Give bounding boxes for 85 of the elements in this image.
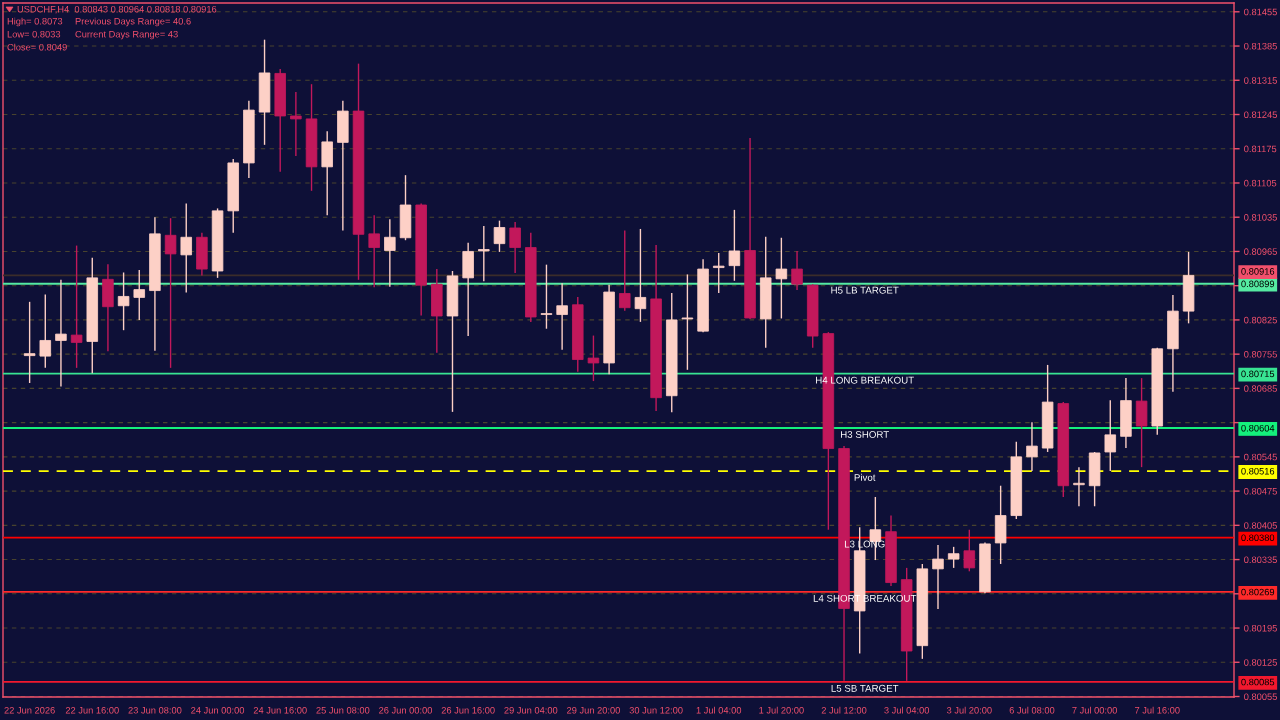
candlestick: [775, 237, 788, 320]
candlestick: [619, 229, 631, 312]
x-tick-label: 30 Jun 12:00: [629, 706, 683, 714]
y2-tick-label: 0.80715: [1241, 370, 1275, 378]
candlestick: [70, 244, 83, 369]
x-tick-label: 24 Jun 16:00: [253, 706, 307, 714]
y2-tick-label: 0.80516: [1241, 467, 1275, 475]
y-tick-label: 0.80755: [1244, 351, 1277, 358]
x-tick-label: 2 Jul 12:00: [821, 706, 867, 714]
y2-tick-label: 0.80604: [1241, 424, 1275, 432]
ref-line-label: H5 LB TARGET: [831, 286, 899, 294]
annotation: Current Days Range= 43: [75, 30, 178, 40]
candlestick: [39, 293, 52, 369]
x-tick-label: 24 Jun 00:00: [191, 706, 245, 714]
x-tick-label: 26 Jun 16:00: [441, 706, 495, 714]
candlestick: [791, 250, 803, 291]
candlestick: [681, 273, 694, 371]
candlestick: [133, 269, 145, 321]
candlestick: [478, 225, 490, 282]
y-tick-label: 0.81035: [1244, 214, 1277, 221]
candlestick: [712, 252, 725, 294]
annotation: Previous Days Range= 40.6: [75, 17, 191, 27]
y-tick-label: 0.81245: [1244, 111, 1277, 118]
x-tick-label: 26 Jun 00:00: [379, 706, 433, 714]
candlestick: [947, 546, 960, 569]
x-tick-label: 3 Jul 04:00: [884, 706, 930, 714]
candlestick: [1026, 421, 1038, 472]
chart-title: USDCHF,H4 0.80843 0.80964 0.80818 0.80916: [17, 5, 217, 14]
candlestick: [634, 228, 647, 323]
candlestick: [1104, 399, 1117, 472]
y-tick-label: 0.81105: [1244, 179, 1277, 187]
ref-line-label: L5 SB TARGET: [831, 684, 899, 692]
x-tick-label: 29 Jun 04:00: [504, 706, 558, 714]
y-tick-label: 0.80335: [1244, 556, 1277, 564]
candlestick: [556, 282, 568, 351]
y-tick-label: 0.80965: [1244, 248, 1277, 255]
x-tick-label: 29 Jun 20:00: [567, 706, 620, 714]
candlestick: [540, 263, 553, 330]
candlestick: [728, 209, 741, 282]
y-tick-label: 0.81175: [1244, 145, 1277, 153]
candlestick: [932, 544, 944, 610]
ref-line-label: H3 SHORT: [841, 431, 889, 438]
candlestick: [55, 279, 67, 388]
x-tick-label: 22 Jun 2026: [4, 706, 55, 714]
candlestick: [290, 91, 302, 157]
candlestick: [1073, 466, 1085, 507]
candlestick: [164, 217, 177, 369]
annotation: High= 0.8073: [7, 17, 63, 27]
annotation: Close= 0.8049: [7, 43, 67, 51]
candlestick: [963, 529, 976, 573]
y2-tick-label: 0.80899: [1241, 280, 1275, 288]
y2-tick-label: 0.80380: [1241, 534, 1275, 542]
x-tick-label: 25 Jun 08:00: [316, 706, 370, 714]
candlestick: [117, 271, 130, 331]
y-tick-label: 0.80055: [1244, 693, 1277, 700]
x-tick-label: 3 Jul 20:00: [946, 706, 992, 714]
x-tick-label: 7 Jul 16:00: [1134, 706, 1180, 714]
x-tick-label: 23 Jun 08:00: [128, 706, 182, 714]
x-tick-label: 7 Jul 00:00: [1072, 706, 1118, 714]
y-tick-label: 0.81455: [1244, 8, 1277, 16]
y2-tick-label: 0.80085: [1241, 678, 1275, 686]
y-tick-label: 0.81315: [1244, 77, 1277, 84]
x-tick-label: 1 Jul 04:00: [696, 706, 742, 714]
candlestick: [493, 219, 506, 253]
x-tick-label: 1 Jul 20:00: [759, 706, 804, 714]
candlestick: [180, 202, 192, 294]
y2-tick-label: 0.80269: [1241, 588, 1275, 596]
y-tick-label: 0.80685: [1244, 385, 1277, 392]
y-tick-label: 0.80195: [1244, 624, 1277, 632]
x-tick-label: 22 Jun 16:00: [65, 706, 119, 714]
ref-line-label: Pivot: [854, 473, 876, 481]
x-tick-label: 6 Jul 08:00: [1009, 706, 1055, 714]
candlestick: [23, 301, 36, 384]
y-tick-label: 0.80825: [1244, 316, 1277, 324]
y-tick-label: 0.80475: [1244, 487, 1277, 495]
y-tick-label: 0.81385: [1244, 42, 1277, 50]
y-tick-label: 0.80125: [1244, 659, 1277, 666]
y-tick-label: 0.80405: [1244, 522, 1277, 529]
y2-tick-label: 0.80916: [1241, 268, 1275, 275]
candlestick: [509, 221, 521, 274]
annotation: Low= 0.8033: [7, 30, 61, 38]
candlestick: [587, 334, 600, 382]
y-tick-label: 0.80545: [1244, 453, 1277, 461]
candlestick: [368, 214, 380, 288]
candlestick: [384, 218, 396, 288]
